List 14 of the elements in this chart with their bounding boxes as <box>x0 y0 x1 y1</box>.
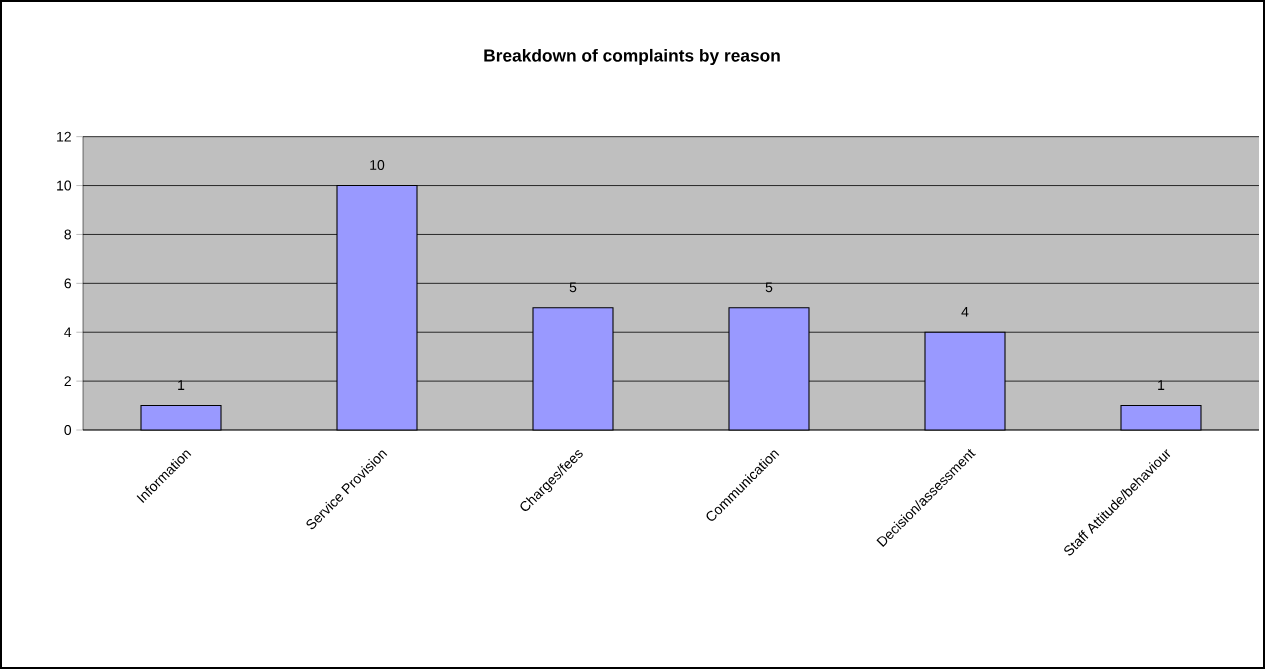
y-tick-label: 2 <box>64 376 71 386</box>
y-tick-label: 8 <box>64 229 72 240</box>
data-label: 1 <box>1158 380 1165 390</box>
data-label: 4 <box>961 306 969 317</box>
y-tick-label: 4 <box>64 327 72 338</box>
chart-title: Breakdown of complaints by reason <box>484 48 780 66</box>
data-label: 5 <box>765 282 773 293</box>
y-tick-label: 6 <box>64 278 72 289</box>
y-tick-label: 12 <box>57 131 71 142</box>
data-label: 10 <box>370 160 385 170</box>
y-tick-label: 10 <box>57 180 72 191</box>
data-label: 5 <box>569 282 577 293</box>
data-label: 1 <box>178 380 185 390</box>
y-tick-label: 0 <box>64 425 72 435</box>
